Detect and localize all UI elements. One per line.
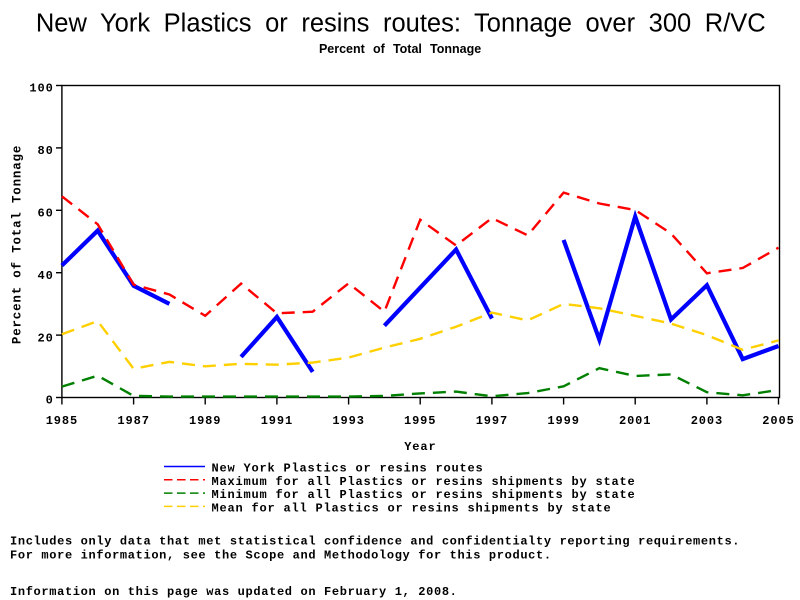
svg-text:1989: 1989: [189, 414, 221, 428]
svg-text:1999: 1999: [547, 414, 579, 428]
svg-text:20: 20: [37, 331, 53, 345]
svg-text:Percent of Total Tonnage: Percent of Total Tonnage: [319, 42, 481, 56]
svg-text:60: 60: [37, 207, 53, 221]
svg-text:80: 80: [37, 144, 53, 158]
svg-text:2003: 2003: [691, 414, 723, 428]
svg-text:New York Plastics or resins ro: New York Plastics or resins routes: [212, 462, 484, 476]
svg-text:1995: 1995: [404, 414, 436, 428]
svg-text:100: 100: [29, 82, 53, 96]
svg-text:1985: 1985: [46, 414, 78, 428]
svg-text:2001: 2001: [619, 414, 651, 428]
svg-text:Minimum for all Plastics or re: Minimum for all Plastics or resins shipm…: [212, 488, 636, 502]
svg-text:Includes only data that met st: Includes only data that met statistical …: [10, 535, 740, 549]
svg-text:Maximum for all Plastics or re: Maximum for all Plastics or resins shipm…: [212, 475, 636, 489]
svg-text:40: 40: [37, 269, 53, 283]
svg-text:1997: 1997: [476, 414, 508, 428]
svg-text:1993: 1993: [332, 414, 364, 428]
svg-text:For more information, see the: For more information, see the Scope and …: [10, 549, 552, 563]
svg-text:2005: 2005: [762, 414, 794, 428]
svg-text:Percent of Total Tonnage: Percent of Total Tonnage: [11, 145, 25, 344]
svg-text:0: 0: [46, 394, 54, 408]
svg-text:1991: 1991: [261, 414, 293, 428]
svg-text:1987: 1987: [117, 414, 149, 428]
svg-text:Information on this page was u: Information on this page was updated on …: [10, 585, 458, 599]
svg-text:New York Plastics or resins ro: New York Plastics or resins routes: Tonn…: [36, 10, 766, 38]
svg-text:Mean for all Plastics or resin: Mean for all Plastics or resins shipment…: [212, 501, 612, 515]
svg-text:Year: Year: [404, 440, 436, 454]
